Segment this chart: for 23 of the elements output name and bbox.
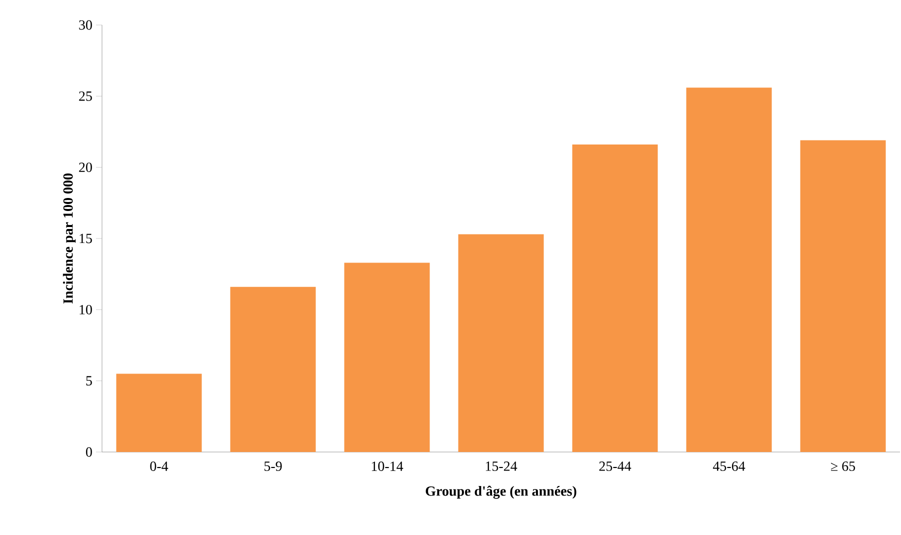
y-tick-label: 20 bbox=[79, 162, 92, 172]
y-tick-label: 10 bbox=[80, 304, 92, 314]
bar bbox=[344, 262, 430, 452]
x-axis-title: Groupe d'âge (en années) bbox=[426, 486, 576, 499]
y-tick-label: 30 bbox=[79, 20, 92, 30]
bar bbox=[116, 374, 202, 452]
y-tick-label: 25 bbox=[79, 91, 92, 101]
y-tick-label: 5 bbox=[86, 376, 92, 386]
x-tick-label: 0-4 bbox=[150, 462, 168, 471]
y-tick-label: 15 bbox=[80, 234, 92, 244]
x-tick-label: 15-24 bbox=[486, 462, 518, 471]
x-tick-label: 10-14 bbox=[372, 462, 404, 471]
bar bbox=[458, 234, 544, 452]
y-axis-title: Incidence par 100 000 bbox=[62, 174, 76, 304]
bar bbox=[686, 88, 772, 452]
y-tick-label: 0 bbox=[86, 447, 92, 457]
bar bbox=[800, 140, 886, 452]
x-tick-label: 5-9 bbox=[264, 462, 282, 471]
x-tick-label: 25-44 bbox=[599, 462, 632, 471]
x-tick-label: ≥ 65 bbox=[830, 462, 856, 471]
bar bbox=[230, 286, 316, 452]
x-tick-label: 45-64 bbox=[712, 462, 746, 471]
bar bbox=[572, 144, 658, 452]
